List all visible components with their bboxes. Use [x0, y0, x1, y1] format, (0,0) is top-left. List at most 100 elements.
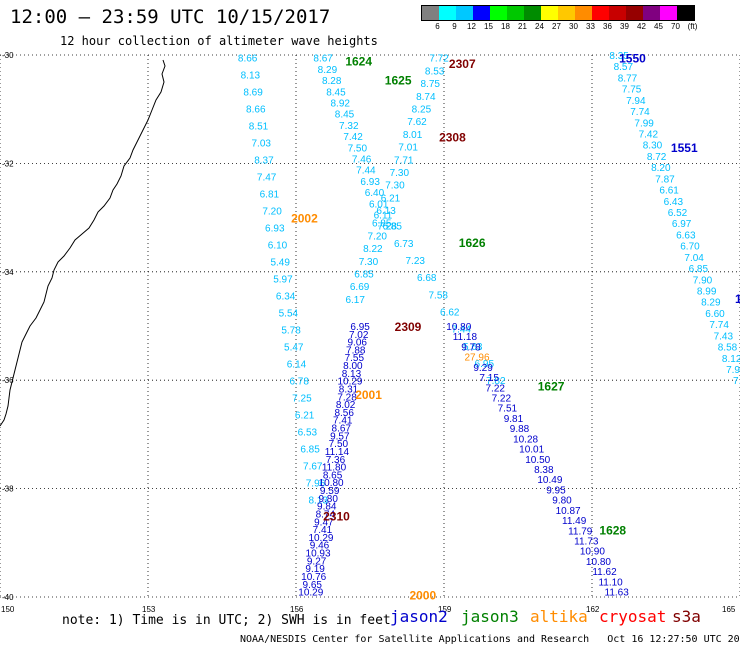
- wave-height-value: 6.10: [268, 241, 288, 252]
- pass-label: 2310: [323, 510, 350, 524]
- wave-height-value: 6.53: [298, 427, 318, 438]
- wave-height-value: 7.28: [378, 222, 398, 233]
- wave-height-value: 6.93: [360, 177, 380, 188]
- wave-height-value: 8.67: [313, 54, 333, 65]
- lat-tick-label: -38: [2, 485, 14, 494]
- wave-height-value: 8.13: [342, 369, 362, 380]
- color-scale-label: 42: [637, 22, 646, 31]
- satellite-legend-item: s3a: [672, 607, 701, 626]
- wave-height-value: 7.47: [257, 173, 277, 184]
- lon-tick-label: 153: [142, 605, 156, 614]
- wave-height-value: 5.63: [463, 342, 483, 353]
- pass-label: 1627: [538, 380, 565, 394]
- wave-height-value: 7.51: [498, 404, 518, 415]
- wave-height-value: 6.95: [475, 359, 495, 370]
- color-scale-label: 36: [603, 22, 612, 31]
- wave-height-value: 9.19: [305, 564, 325, 575]
- color-scale-label: 9: [452, 22, 457, 31]
- color-scale-label: 24: [535, 22, 544, 31]
- pass-label: 2309: [395, 320, 422, 334]
- color-swatch: [541, 6, 558, 20]
- wave-height-value: 6.60: [705, 309, 725, 320]
- wave-height-value: 8.13: [241, 71, 261, 82]
- color-scale-label: 15: [484, 22, 493, 31]
- color-scale-label: 30: [569, 22, 578, 31]
- color-scale-label: 18: [501, 22, 510, 31]
- wave-height-value: 10.29: [308, 533, 333, 544]
- wave-height-value: 10.29: [337, 377, 362, 388]
- color-scale-label: 45: [654, 22, 663, 31]
- wave-height-value: 10.76: [301, 572, 326, 583]
- lon-tick-label: 156: [290, 605, 304, 614]
- wave-height-value: 7.90: [693, 275, 713, 286]
- lon-tick-label: 150: [1, 605, 15, 614]
- pass-label: 2002: [291, 212, 318, 226]
- wave-height-value: 8.56: [334, 408, 354, 419]
- australia-coastline: [0, 59, 166, 427]
- wave-height-value: 11.80: [322, 463, 347, 474]
- wave-height-value: 10.49: [537, 475, 562, 486]
- wave-height-value: 8.30: [643, 141, 663, 152]
- wave-height-value: 9.84: [317, 502, 337, 513]
- color-swatch: [439, 6, 456, 20]
- wave-height-value: 8.65: [323, 470, 343, 481]
- lat-tick-label: -30: [2, 51, 14, 60]
- wave-height-value: 7.41: [333, 416, 353, 427]
- wave-height-value: 7.23: [405, 256, 425, 267]
- color-swatch: [524, 6, 541, 20]
- wave-height-value: 6.34: [276, 292, 296, 303]
- wave-height-value: 8.57: [614, 62, 634, 73]
- wave-height-value: 6.01: [369, 199, 389, 210]
- wave-height-value: 9.27: [307, 556, 327, 567]
- wave-height-value: 8.45: [326, 87, 346, 98]
- wave-height-value: 8.01: [403, 130, 423, 141]
- wave-height-value: 9.81: [504, 414, 524, 425]
- wave-height-value: 7.25: [292, 394, 312, 405]
- wave-height-value: 6.61: [659, 186, 679, 197]
- wave-height-value: 7.03: [251, 139, 271, 150]
- wave-height-value: 6.85: [372, 219, 392, 230]
- page-title: 12:00 – 23:59 UTC 10/15/2017: [10, 6, 331, 28]
- wave-height-value: 7.30: [385, 181, 405, 192]
- wave-height-value: 7.62: [407, 117, 427, 128]
- wave-height-value: 8.75: [421, 79, 441, 90]
- wave-height-value: 5.54: [279, 309, 299, 320]
- wave-height-value: 7.74: [630, 107, 650, 118]
- wave-height-value: 6.63: [676, 230, 696, 241]
- wave-height-value: 7.43: [714, 331, 734, 342]
- wave-height-value: 11.10: [598, 577, 623, 588]
- wave-height-value: 7.94: [726, 365, 740, 376]
- color-scale-label: 70: [671, 22, 680, 31]
- wave-height-value: 10.90: [580, 547, 605, 558]
- wave-height-value: 6.85: [689, 264, 709, 275]
- wave-height-value: 8.29: [701, 298, 721, 309]
- wave-height-value: 11.62: [592, 567, 617, 578]
- wave-height-value: 8.51: [249, 122, 269, 133]
- satellite-legend-item: jason2: [390, 607, 448, 626]
- wave-height-value: 10.80: [446, 322, 471, 333]
- wave-height-value: 11.18: [453, 332, 478, 343]
- pass-label: 2000: [409, 588, 436, 602]
- wave-height-value: 8.74: [316, 509, 336, 520]
- color-swatch: [677, 6, 694, 20]
- wave-height-value: 7.99: [634, 118, 654, 129]
- map-grid: -30 -32 -34 -36 -38 -40 150 153 156 159 162 165: [0, 51, 740, 614]
- wave-height-value: 11.63: [605, 588, 630, 599]
- wave-height-value: 9.80: [552, 496, 572, 507]
- wave-height-value: 9.06: [347, 338, 367, 349]
- wave-height-value: 8.29: [318, 65, 338, 76]
- pass-label: 1550: [619, 52, 646, 66]
- color-swatch: [626, 6, 643, 20]
- wave-height-value: 7.20: [368, 231, 388, 242]
- lat-tick-label: -34: [2, 268, 14, 277]
- wave-height-value: 8.35: [609, 51, 629, 62]
- wave-height-value: 7.36: [326, 455, 346, 466]
- wave-height-value: 5.49: [270, 258, 290, 269]
- wave-height-value: 8.92: [331, 99, 351, 110]
- wave-height-value: 8.58: [718, 343, 738, 354]
- wave-height-value: 6.85: [354, 270, 374, 281]
- wave-height-value: 7.88: [346, 345, 366, 356]
- wave-height-value: 10.50: [525, 455, 550, 466]
- wave-height-value: 6.97: [672, 219, 692, 230]
- wave-height-value: 9.29: [473, 363, 493, 374]
